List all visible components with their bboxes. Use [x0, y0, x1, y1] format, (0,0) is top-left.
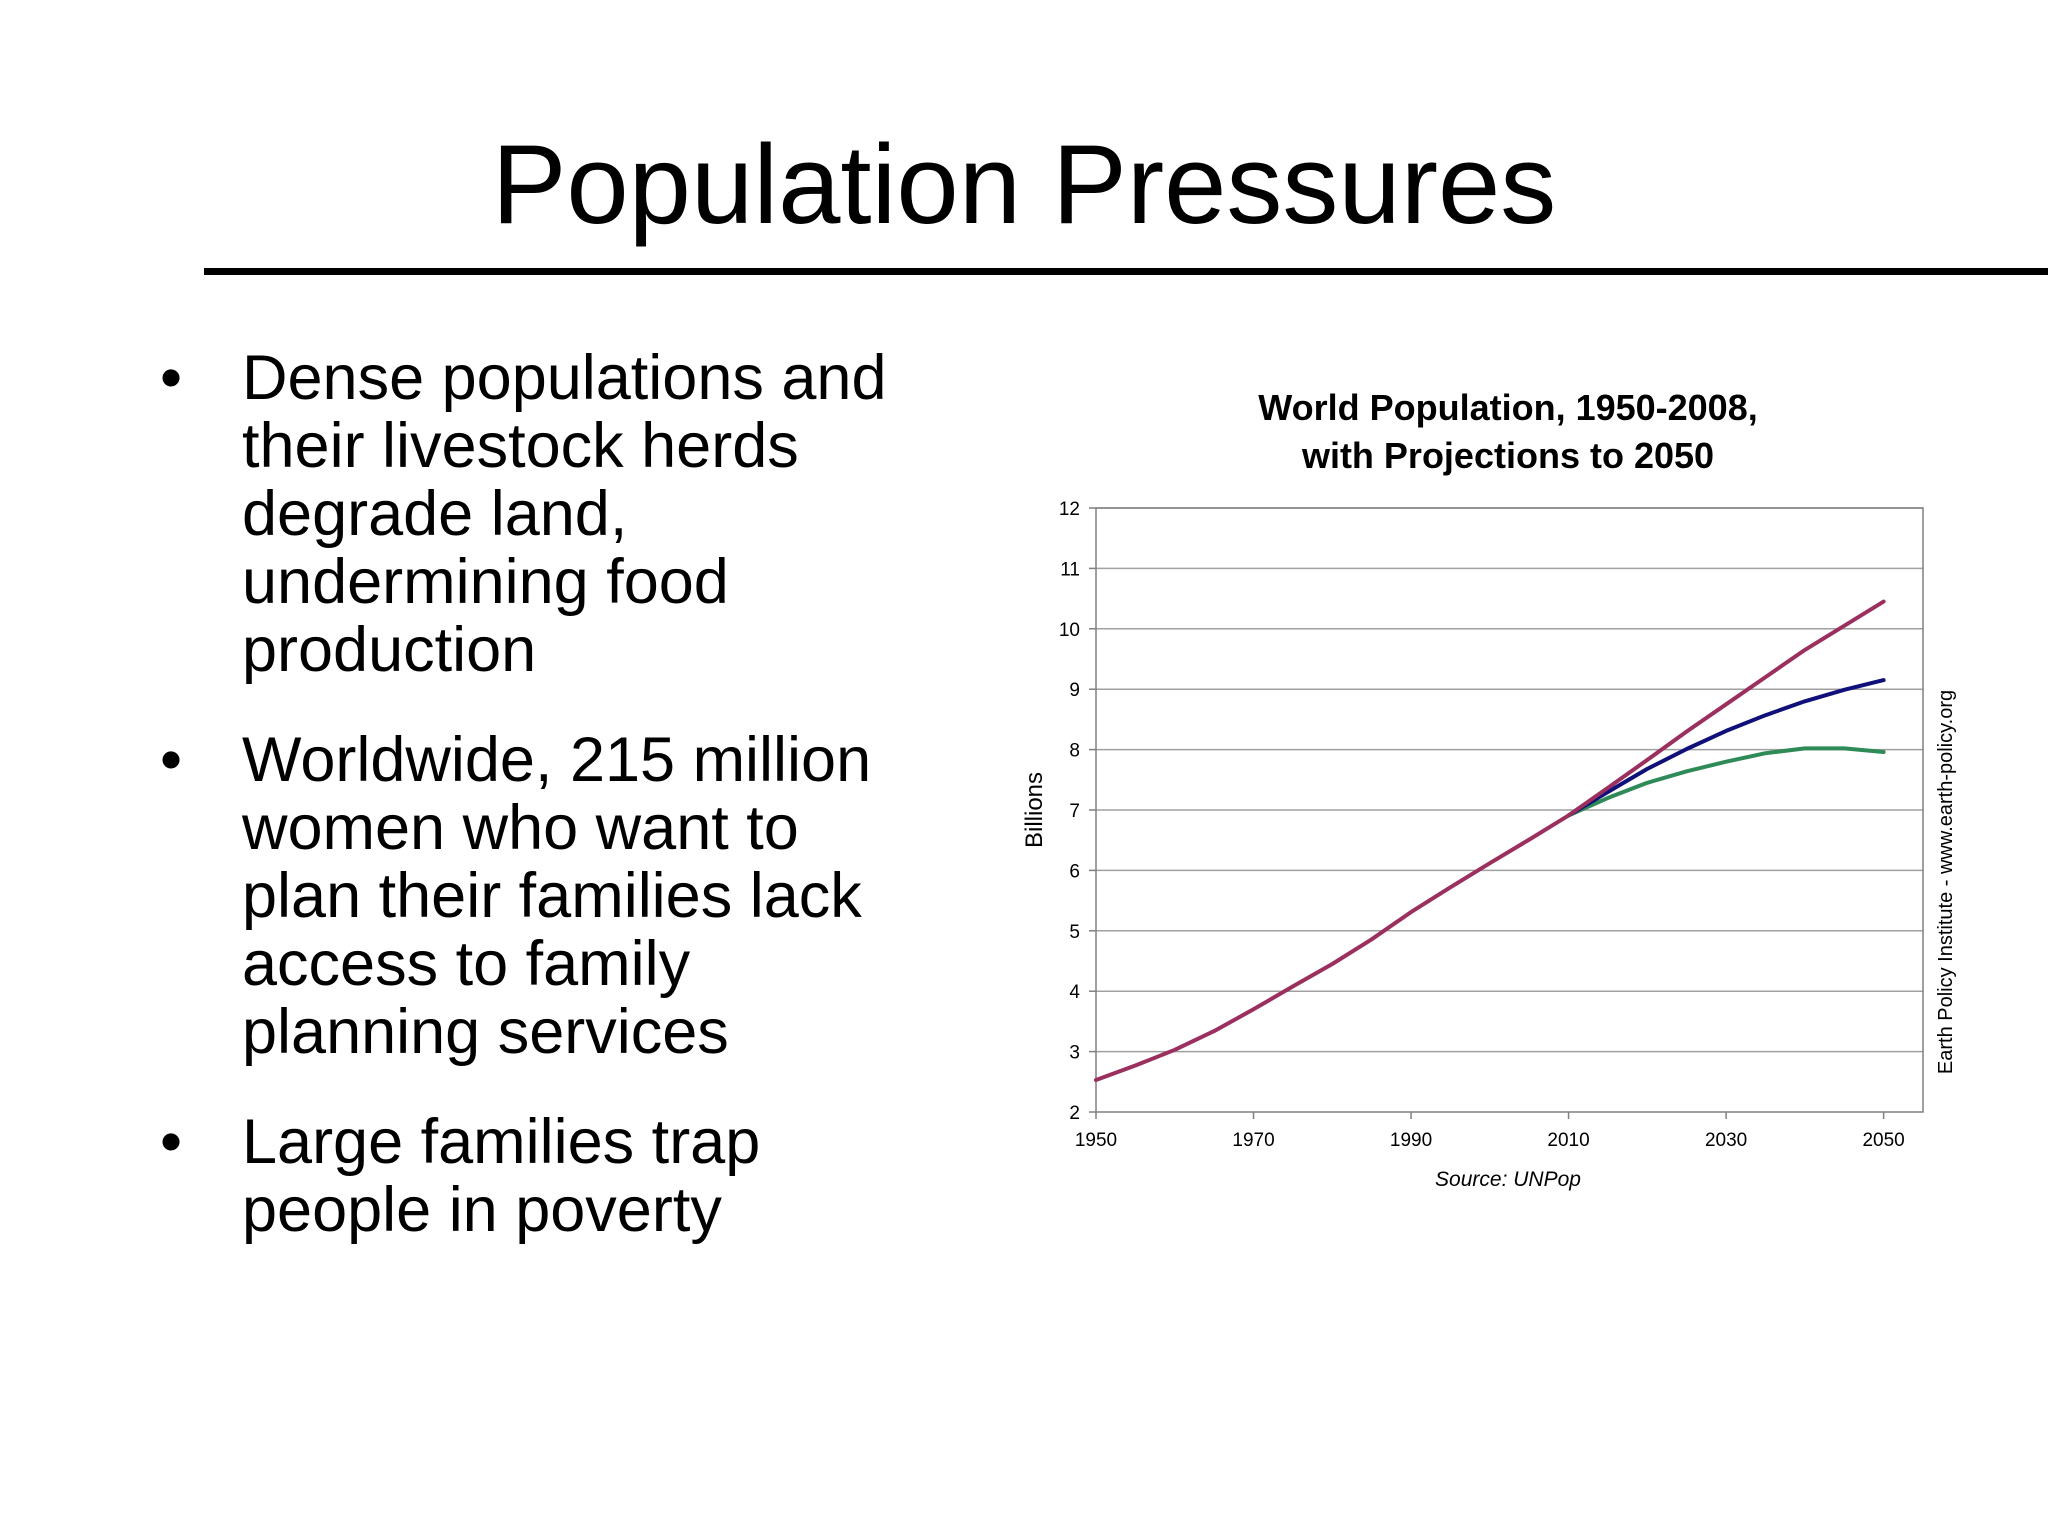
chart-title-line2: with Projections to 2050 — [1301, 435, 1714, 476]
population-chart: World Population, 1950-2008, with Projec… — [1000, 370, 2000, 1210]
y-tick-label: 10 — [1059, 620, 1080, 641]
y-tick-label: 2 — [1069, 1103, 1080, 1124]
y-tick-label: 9 — [1069, 680, 1080, 701]
axes — [1089, 507, 1924, 1119]
x-tick-label: 2030 — [1705, 1130, 1747, 1151]
x-axis-label: Source: UNPop — [1435, 1168, 1581, 1191]
y-tick-label: 7 — [1069, 801, 1080, 822]
y-tick-label: 6 — [1069, 861, 1080, 882]
y-tick-label: 11 — [1060, 559, 1080, 580]
bullet-marker: • — [160, 725, 183, 795]
x-tick-label: 1950 — [1075, 1130, 1117, 1151]
chart-title-line1: World Population, 1950-2008, — [1258, 387, 1757, 428]
y-tick-label: 8 — [1069, 741, 1080, 762]
plot-frame — [1095, 507, 1924, 1113]
x-tick-label: 2010 — [1547, 1130, 1589, 1151]
title-divider — [204, 268, 2048, 275]
bullet-marker: • — [160, 1107, 183, 1177]
bullet-list: • Dense populations and their livestock … — [160, 344, 920, 1286]
bullet-text: Worldwide, 215 million women who want to… — [242, 725, 872, 1067]
series-line-medium — [1566, 678, 1886, 818]
series-line-high — [1094, 599, 1886, 1082]
bullet-item: • Large families trap people in poverty — [160, 1108, 920, 1244]
gridlines — [1096, 507, 1923, 1053]
chart-svg: World Population, 1950-2008, with Projec… — [1021, 387, 1957, 1191]
y-axis-label: Billions — [1021, 772, 1048, 848]
x-tick-label: 2050 — [1862, 1130, 1904, 1151]
x-tick-labels: 1950 1970 1990 2010 2030 2050 — [1075, 1130, 1905, 1151]
x-tick-label: 1990 — [1390, 1130, 1432, 1151]
bullet-text: Dense populations and their livestock he… — [242, 343, 887, 685]
x-tick-label: 1970 — [1232, 1130, 1274, 1151]
slide-title: Population Pressures — [491, 122, 1557, 247]
y-tick-label: 4 — [1069, 982, 1080, 1003]
bullet-marker: • — [160, 343, 183, 413]
y-tick-label: 5 — [1069, 922, 1080, 943]
bullet-text: Large families trap people in poverty — [242, 1107, 761, 1245]
bullet-item: • Worldwide, 215 million women who want … — [160, 726, 920, 1066]
bullet-item: • Dense populations and their livestock … — [160, 344, 920, 684]
y-tick-labels: 2 3 4 5 6 7 8 9 10 11 12 — [1059, 499, 1081, 1124]
series-lines — [1094, 599, 1886, 1082]
side-note: Earth Policy Institute - www.earth-polic… — [1935, 690, 1957, 1074]
series-line-low — [1566, 746, 1886, 818]
y-tick-label: 3 — [1069, 1043, 1080, 1064]
y-tick-label: 12 — [1059, 499, 1080, 520]
